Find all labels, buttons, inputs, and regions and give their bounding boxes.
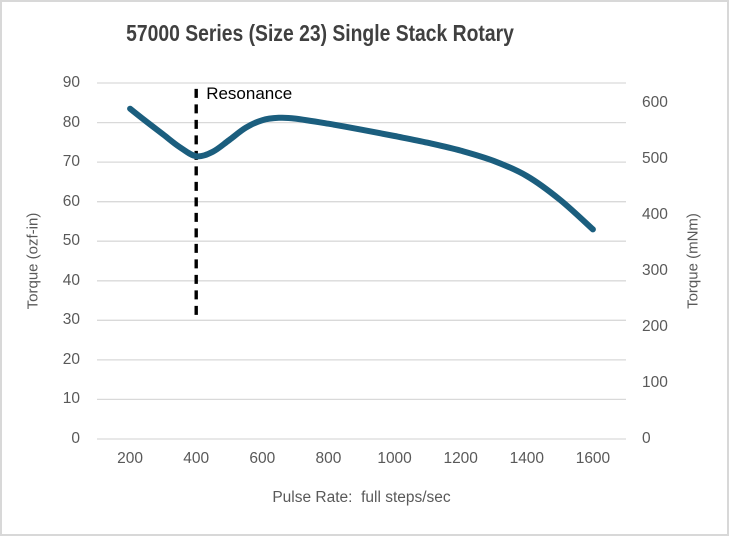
y-tick-label-left: 20 xyxy=(62,350,80,368)
x-tick-label: 800 xyxy=(315,450,342,467)
y-tick-label-left: 70 xyxy=(62,153,80,171)
x-axis-title: Pulse Rate: full steps/sec xyxy=(272,489,451,506)
plot-area: Resonance xyxy=(97,82,626,440)
y-tick-label-right: 400 xyxy=(642,205,668,223)
y-tick-label-right: 0 xyxy=(642,430,651,447)
x-tick-label: 400 xyxy=(183,450,210,467)
plot-svg xyxy=(97,82,626,440)
y-tick-label-left: 60 xyxy=(62,192,80,210)
y-tick-label-left: 50 xyxy=(62,232,80,250)
y-tick-label-left: 40 xyxy=(62,271,80,289)
torque-curve xyxy=(127,105,596,233)
y-tick-label-left: 80 xyxy=(62,113,80,131)
resonance-label: Resonance xyxy=(206,84,293,103)
y-tick-label-left: 30 xyxy=(62,311,80,329)
y-tick-label-right: 300 xyxy=(642,261,668,279)
y-tick-label-left: 0 xyxy=(71,430,80,447)
chart-title: 57000 Series (Size 23) Single Stack Rota… xyxy=(126,20,514,46)
y-tick-label-right: 500 xyxy=(642,149,668,167)
x-tick-label: 1000 xyxy=(377,450,412,467)
x-tick-label: 1400 xyxy=(509,450,545,467)
y-axis-title-left: Torque (ozf-in) xyxy=(24,212,42,310)
y-tick-label-right: 200 xyxy=(642,317,668,335)
y-tick-label-right: 600 xyxy=(642,93,668,111)
y-tick-label-right: 100 xyxy=(642,373,668,391)
y-tick-label-left: 10 xyxy=(62,390,80,408)
x-tick-label: 200 xyxy=(117,450,143,467)
y-tick-label-left: 90 xyxy=(62,74,80,91)
x-tick-label: 1600 xyxy=(575,450,611,467)
x-tick-label: 1200 xyxy=(443,450,478,467)
x-tick-label: 600 xyxy=(249,450,276,467)
